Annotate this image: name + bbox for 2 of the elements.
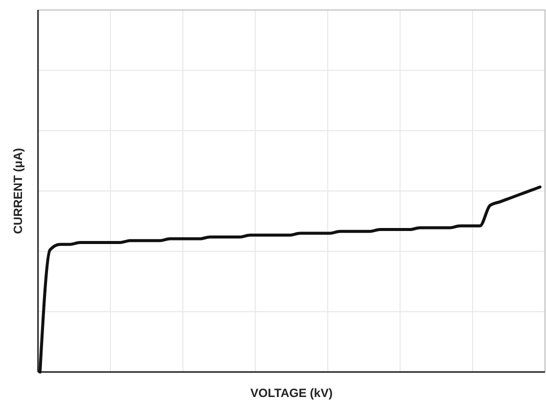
x-axis-title: VOLTAGE (kV)	[250, 386, 333, 400]
y-axis-title: CURRENT (μA)	[11, 148, 25, 234]
